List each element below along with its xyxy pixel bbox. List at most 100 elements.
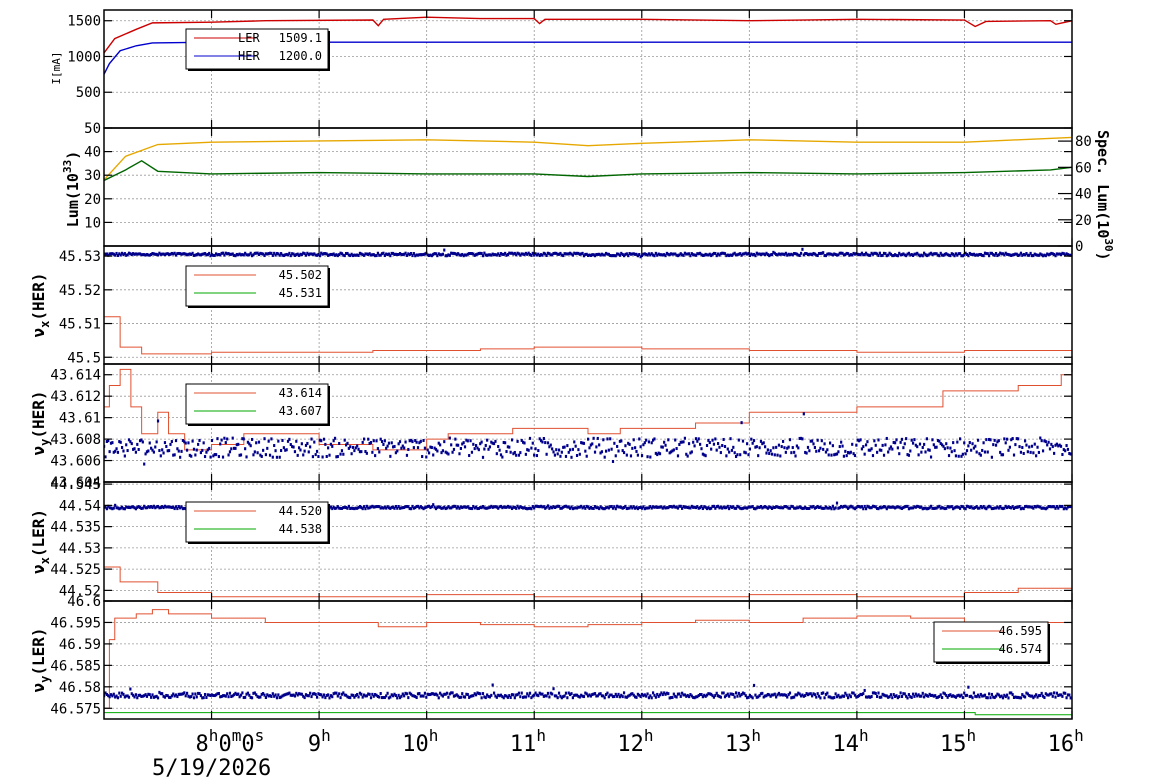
data-point (383, 439, 386, 443)
data-point (967, 685, 970, 689)
data-point (978, 506, 981, 510)
data-point (567, 505, 570, 509)
data-point (145, 506, 149, 510)
data-point (223, 253, 226, 257)
data-point (1006, 252, 1009, 256)
data-point (1050, 692, 1053, 696)
data-point (700, 253, 703, 257)
data-point (479, 251, 482, 255)
data-point (228, 450, 232, 454)
data-point (1058, 693, 1061, 697)
data-point (846, 252, 850, 256)
data-point (970, 448, 973, 452)
data-point (187, 252, 190, 256)
data-point (172, 453, 175, 457)
data-point (155, 440, 158, 444)
data-point (809, 692, 812, 696)
data-point (311, 252, 315, 256)
data-point (824, 254, 828, 258)
data-point (769, 449, 772, 453)
data-point (692, 695, 695, 699)
data-point (123, 252, 126, 256)
data-point (537, 449, 540, 453)
data-point (1028, 505, 1031, 509)
data-point (555, 505, 558, 509)
data-point (138, 693, 142, 697)
data-point (990, 692, 993, 696)
data-point (1012, 695, 1016, 699)
data-point (539, 504, 543, 508)
data-point (729, 253, 732, 257)
data-point (976, 506, 980, 510)
data-point (116, 696, 120, 700)
data-point (941, 253, 944, 257)
data-point (1061, 251, 1064, 255)
data-point (752, 439, 756, 443)
data-point (664, 506, 667, 510)
data-point (329, 252, 332, 256)
data-point (419, 253, 422, 257)
data-point (790, 696, 793, 700)
data-point (956, 253, 959, 257)
data-point (780, 506, 783, 510)
data-point (805, 252, 808, 256)
data-point (588, 507, 591, 511)
data-point (400, 506, 403, 510)
data-point (1025, 504, 1028, 508)
data-point (799, 506, 803, 510)
data-point (740, 253, 743, 257)
data-point (965, 693, 969, 697)
data-point (988, 437, 991, 441)
data-point (602, 507, 605, 511)
data-point (1029, 450, 1032, 454)
data-point (531, 694, 534, 698)
data-point (533, 453, 536, 457)
data-point (194, 453, 197, 457)
data-point (741, 506, 745, 510)
data-point (746, 506, 749, 510)
y-tick-label: 1000 (67, 49, 101, 65)
data-point (528, 436, 532, 440)
series-specific-luminosity (104, 159, 1072, 182)
data-point (461, 442, 464, 446)
data-point (386, 691, 389, 695)
data-point (647, 440, 651, 444)
data-point (654, 251, 657, 255)
data-point (491, 441, 494, 445)
y-tick-label: 50 (84, 121, 101, 137)
data-point (628, 442, 631, 446)
data-point (125, 253, 128, 257)
data-point (491, 505, 494, 509)
data-point (927, 448, 930, 452)
data-point (246, 253, 250, 257)
data-point (957, 693, 960, 697)
data-point (163, 695, 167, 699)
data-point (1044, 254, 1047, 258)
data-point (621, 253, 624, 257)
data-point (506, 695, 509, 699)
data-point (468, 506, 471, 510)
data-point (968, 506, 971, 510)
data-point (777, 691, 781, 695)
data-point (423, 252, 427, 256)
data-point (776, 505, 779, 509)
data-point (699, 506, 702, 510)
y-tick-label: 46.6 (67, 594, 101, 610)
data-point (864, 695, 868, 699)
data-point (1006, 693, 1009, 697)
data-point (972, 691, 976, 695)
data-point (169, 252, 172, 256)
data-point (791, 505, 794, 509)
data-point (262, 252, 265, 256)
data-point (1048, 505, 1052, 509)
data-point (891, 447, 894, 451)
data-point (404, 440, 407, 444)
data-point (705, 253, 709, 257)
data-point (174, 505, 178, 509)
data-point (864, 251, 868, 255)
data-point (1007, 505, 1010, 509)
data-point (163, 504, 167, 508)
data-point (806, 506, 810, 510)
data-point (273, 694, 276, 698)
data-point (380, 440, 384, 444)
